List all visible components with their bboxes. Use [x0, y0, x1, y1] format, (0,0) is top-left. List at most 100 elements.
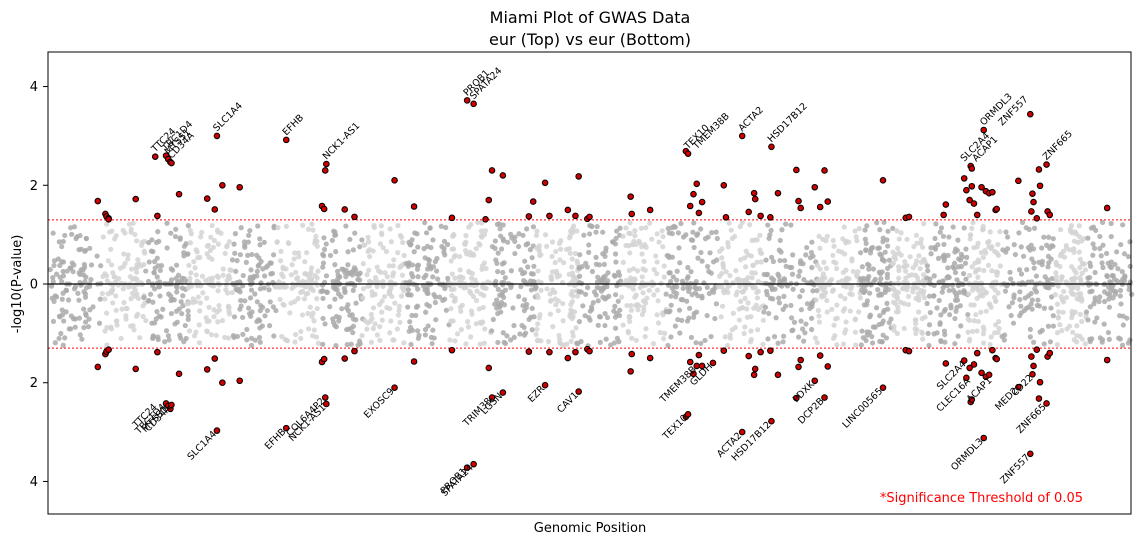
- background-point: [971, 318, 977, 324]
- background-point: [999, 333, 1005, 340]
- significant-point-top: [323, 160, 330, 168]
- background-point: [1108, 264, 1114, 271]
- background-point: [1073, 270, 1079, 276]
- background-point: [632, 302, 639, 309]
- background-point: [191, 259, 197, 265]
- background-point: [803, 252, 809, 258]
- background-point: [424, 301, 430, 308]
- background-point: [289, 262, 295, 268]
- background-point: [150, 335, 156, 342]
- background-point: [640, 290, 646, 296]
- background-point: [817, 245, 823, 251]
- significant-point-top: [94, 197, 102, 205]
- background-point: [578, 280, 585, 286]
- background-point: [797, 293, 803, 300]
- background-point: [790, 252, 796, 258]
- background-point: [1077, 311, 1084, 317]
- background-point: [601, 284, 608, 290]
- background-point: [463, 233, 469, 239]
- significant-point-top: [795, 197, 802, 205]
- background-point: [1115, 266, 1121, 272]
- background-point: [688, 334, 695, 341]
- background-point: [1023, 225, 1029, 231]
- background-point: [293, 269, 299, 275]
- background-point: [1048, 294, 1055, 300]
- background-point: [345, 249, 351, 255]
- y-tick-label: 4: [30, 475, 38, 490]
- background-point: [858, 287, 865, 293]
- background-point: [651, 292, 657, 298]
- gene-label-bottom: ZNF557: [998, 452, 1032, 486]
- background-point: [921, 221, 927, 227]
- background-point: [666, 230, 672, 236]
- background-point: [534, 228, 540, 234]
- background-point: [1098, 253, 1104, 259]
- background-point: [633, 337, 639, 343]
- background-point: [264, 307, 271, 314]
- chart-subtitle: eur (Top) vs eur (Bottom): [489, 30, 691, 49]
- background-point: [685, 284, 691, 291]
- background-point: [430, 327, 436, 333]
- significant-point-bottom: [320, 355, 328, 363]
- background-point: [199, 273, 206, 279]
- background-point: [863, 240, 869, 247]
- background-point: [379, 317, 385, 323]
- background-point: [707, 250, 713, 256]
- background-point: [345, 262, 351, 268]
- background-point: [59, 243, 65, 250]
- background-point: [1031, 339, 1037, 345]
- background-point: [128, 296, 134, 302]
- background-point: [659, 228, 665, 234]
- background-point: [1075, 285, 1081, 292]
- background-point: [913, 320, 919, 327]
- background-point: [665, 342, 671, 349]
- significant-point-bottom: [541, 381, 549, 389]
- background-point: [829, 306, 835, 313]
- background-point: [1057, 322, 1063, 328]
- background-point: [1118, 241, 1124, 248]
- significant-point-bottom: [448, 346, 456, 354]
- background-point: [311, 318, 317, 324]
- background-point: [776, 247, 782, 253]
- background-point: [983, 250, 989, 256]
- background-point: [132, 287, 138, 293]
- background-point: [862, 236, 868, 242]
- background-point: [79, 336, 85, 342]
- background-point: [745, 274, 751, 281]
- background-point: [373, 274, 379, 281]
- background-point: [824, 309, 830, 315]
- background-point: [761, 309, 767, 315]
- background-point: [995, 329, 1001, 336]
- background-point: [782, 277, 788, 283]
- significant-point-bottom: [811, 377, 819, 385]
- background-point: [888, 316, 894, 322]
- significant-point-bottom: [168, 401, 175, 409]
- background-point: [723, 269, 729, 275]
- significant-point-top: [410, 203, 418, 210]
- background-point: [353, 300, 359, 306]
- background-point: [376, 301, 383, 308]
- background-point: [730, 310, 736, 316]
- background-point: [924, 300, 930, 307]
- background-point: [71, 224, 78, 230]
- background-point: [1053, 274, 1060, 280]
- background-point: [405, 263, 411, 269]
- background-point: [1071, 249, 1077, 255]
- background-point: [568, 338, 574, 344]
- background-point: [654, 312, 660, 318]
- background-point: [763, 257, 769, 263]
- background-point: [928, 251, 934, 257]
- background-point: [309, 221, 315, 227]
- background-point: [87, 245, 93, 251]
- background-point: [183, 241, 189, 247]
- background-point: [776, 295, 782, 301]
- background-point: [953, 246, 959, 252]
- background-point: [1003, 249, 1009, 255]
- significant-point-top: [572, 212, 579, 220]
- background-point: [474, 280, 480, 286]
- background-point: [149, 237, 155, 243]
- background-point: [995, 290, 1001, 296]
- background-point: [1120, 276, 1126, 282]
- background-point: [643, 244, 649, 250]
- background-point: [909, 272, 915, 278]
